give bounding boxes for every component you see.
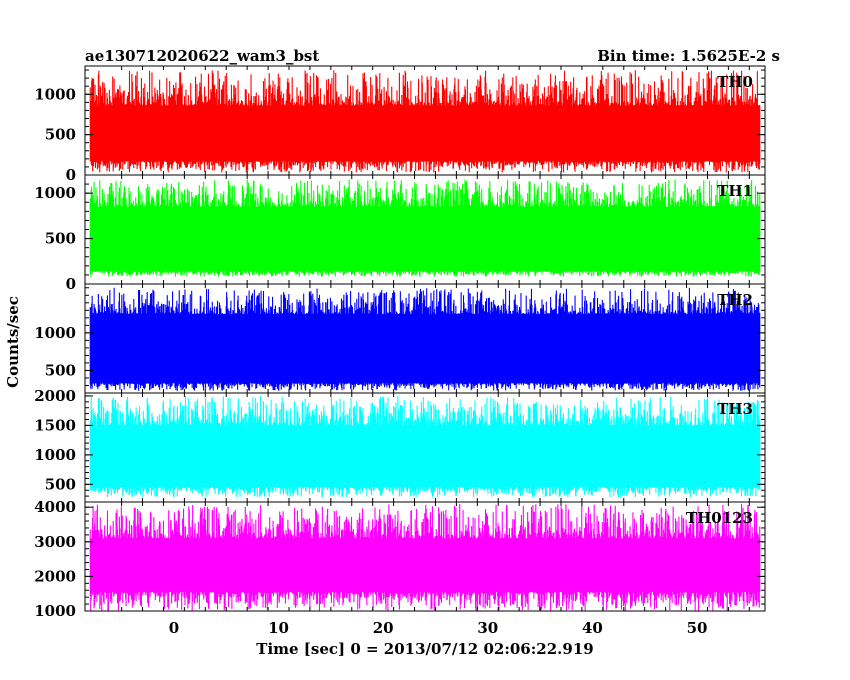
chart-title-right: Bin time: 1.5625E-2 s — [597, 47, 780, 65]
y-tick-label: 4000 — [34, 498, 76, 516]
y-tick-label: 0 — [66, 275, 76, 293]
panel-label: TH0123 — [686, 509, 753, 527]
panel-frame — [84, 501, 766, 612]
y-tick-label: 1000 — [34, 602, 76, 620]
panel-th0: 0 500 1000 TH0 — [34, 65, 766, 184]
panel-label: TH3 — [717, 400, 753, 418]
panel-th0123: 1000 2000 3000 4000 TH0123 — [34, 498, 766, 620]
light-curve-th3 — [89, 396, 761, 498]
chart-title-left: ae130712020622_wam3_bst — [85, 47, 319, 65]
light-curve-th0 — [89, 70, 761, 173]
y-tick-label: 2000 — [34, 387, 76, 405]
y-axis-label: Counts/sec — [4, 296, 22, 388]
y-tick-label: 1000 — [34, 85, 76, 103]
light-curve-th2 — [89, 287, 761, 391]
y-tick-label: 1000 — [34, 324, 76, 342]
x-tick-label: 20 — [373, 619, 394, 637]
y-tick-label: 500 — [45, 230, 76, 248]
x-tick-label: 40 — [582, 619, 603, 637]
x-tick-label: 50 — [687, 619, 708, 637]
y-tick-label: 500 — [45, 361, 76, 379]
y-tick-label: 0 — [66, 166, 76, 184]
panel-th3: 500 1000 1500 2000 TH3 — [34, 387, 766, 503]
panel-label: TH1 — [717, 182, 753, 200]
y-tick-label: 1000 — [34, 184, 76, 202]
light-curve-th1 — [89, 179, 761, 277]
panel-label: TH0 — [717, 73, 753, 91]
x-tick-label: 10 — [268, 619, 289, 637]
y-tick-label: 500 — [45, 475, 76, 493]
panel-th1: 0 500 1000 TH1 — [34, 174, 766, 293]
x-axis-label: Time [sec] 0 = 2013/07/12 02:06:22.919 — [256, 640, 593, 658]
light-curve-th0123 — [89, 503, 761, 611]
panel-label: TH2 — [717, 291, 753, 309]
y-tick-label: 1500 — [34, 416, 76, 434]
y-tick-label: 3000 — [34, 533, 76, 551]
x-tick-label: 0 — [169, 619, 179, 637]
y-tick-label: 1000 — [34, 446, 76, 464]
x-tick-label: 30 — [477, 619, 498, 637]
panel-th2: 500 1000 TH2 — [34, 283, 766, 394]
x-axis: 0 10 20 30 40 50 — [169, 619, 708, 637]
y-tick-label: 500 — [45, 126, 76, 144]
y-tick-label: 2000 — [34, 567, 76, 585]
